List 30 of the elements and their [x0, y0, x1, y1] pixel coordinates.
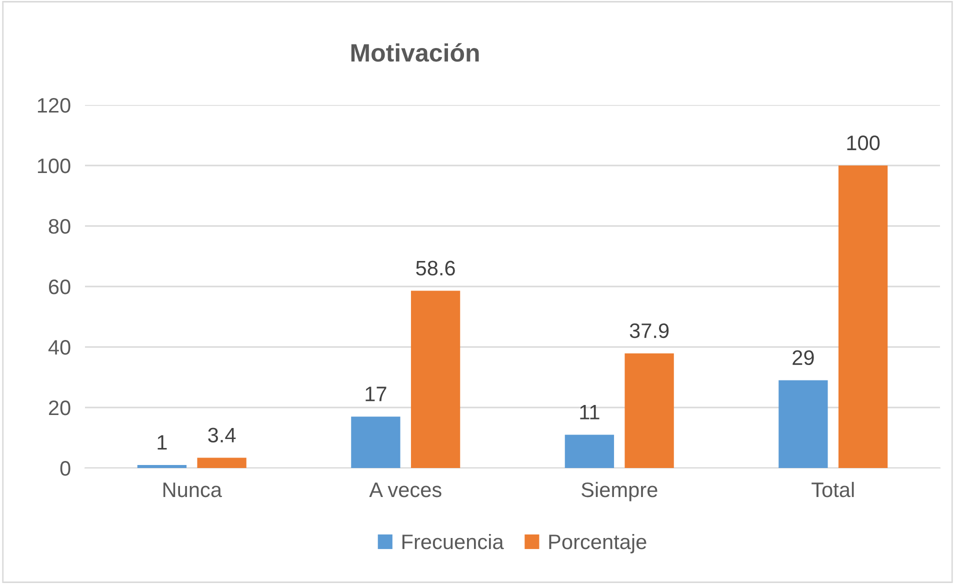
bar — [838, 166, 888, 468]
bar — [351, 416, 400, 468]
x-tick-label: A veces — [369, 482, 442, 498]
bar — [137, 464, 187, 468]
data-label: 100 — [847, 136, 880, 150]
data-label: 58.6 — [416, 260, 455, 276]
data-label: 17 — [366, 386, 386, 402]
y-tick-label: 20 — [48, 400, 70, 416]
data-label: 11 — [580, 404, 600, 420]
x-tick-label: Siempre — [582, 482, 658, 502]
legend-label: Porcentaje — [549, 534, 646, 554]
y-tick-label: 100 — [38, 158, 70, 174]
y-tick-label: 0 — [60, 461, 70, 476]
y-tick-label: 60 — [49, 280, 70, 294]
x-tick-label: Total — [812, 482, 854, 498]
y-tick-label: 80 — [48, 219, 70, 234]
bar — [564, 434, 614, 468]
data-label: 29 — [792, 350, 814, 366]
legend-label: Frecuencia — [402, 534, 504, 550]
bar — [410, 290, 460, 468]
bar — [624, 353, 674, 468]
data-label: 1 — [158, 435, 167, 450]
chart-title: Motivación — [351, 43, 479, 62]
y-tick-label: 120 — [38, 98, 70, 113]
bar — [197, 458, 246, 468]
y-tick-label: 40 — [48, 340, 70, 355]
bar — [778, 380, 828, 468]
x-tick-label: Nunca — [163, 482, 222, 498]
data-label: 37.9 — [630, 323, 669, 338]
data-label: 3.4 — [208, 428, 236, 442]
